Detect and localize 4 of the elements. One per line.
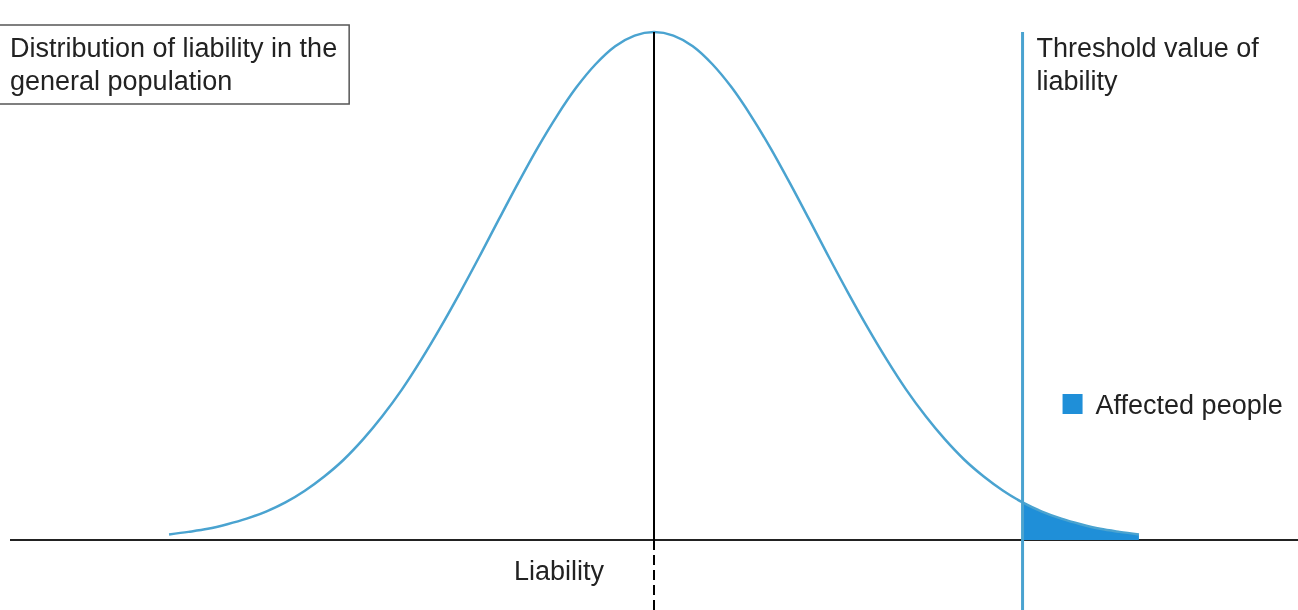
annotation: Threshold value of liability [1036, 33, 1260, 96]
legend-label: Affected people [1095, 390, 1283, 420]
annotation: Distribution of liability in the general population [10, 33, 338, 96]
x-axis-title: Liability [513, 556, 605, 586]
